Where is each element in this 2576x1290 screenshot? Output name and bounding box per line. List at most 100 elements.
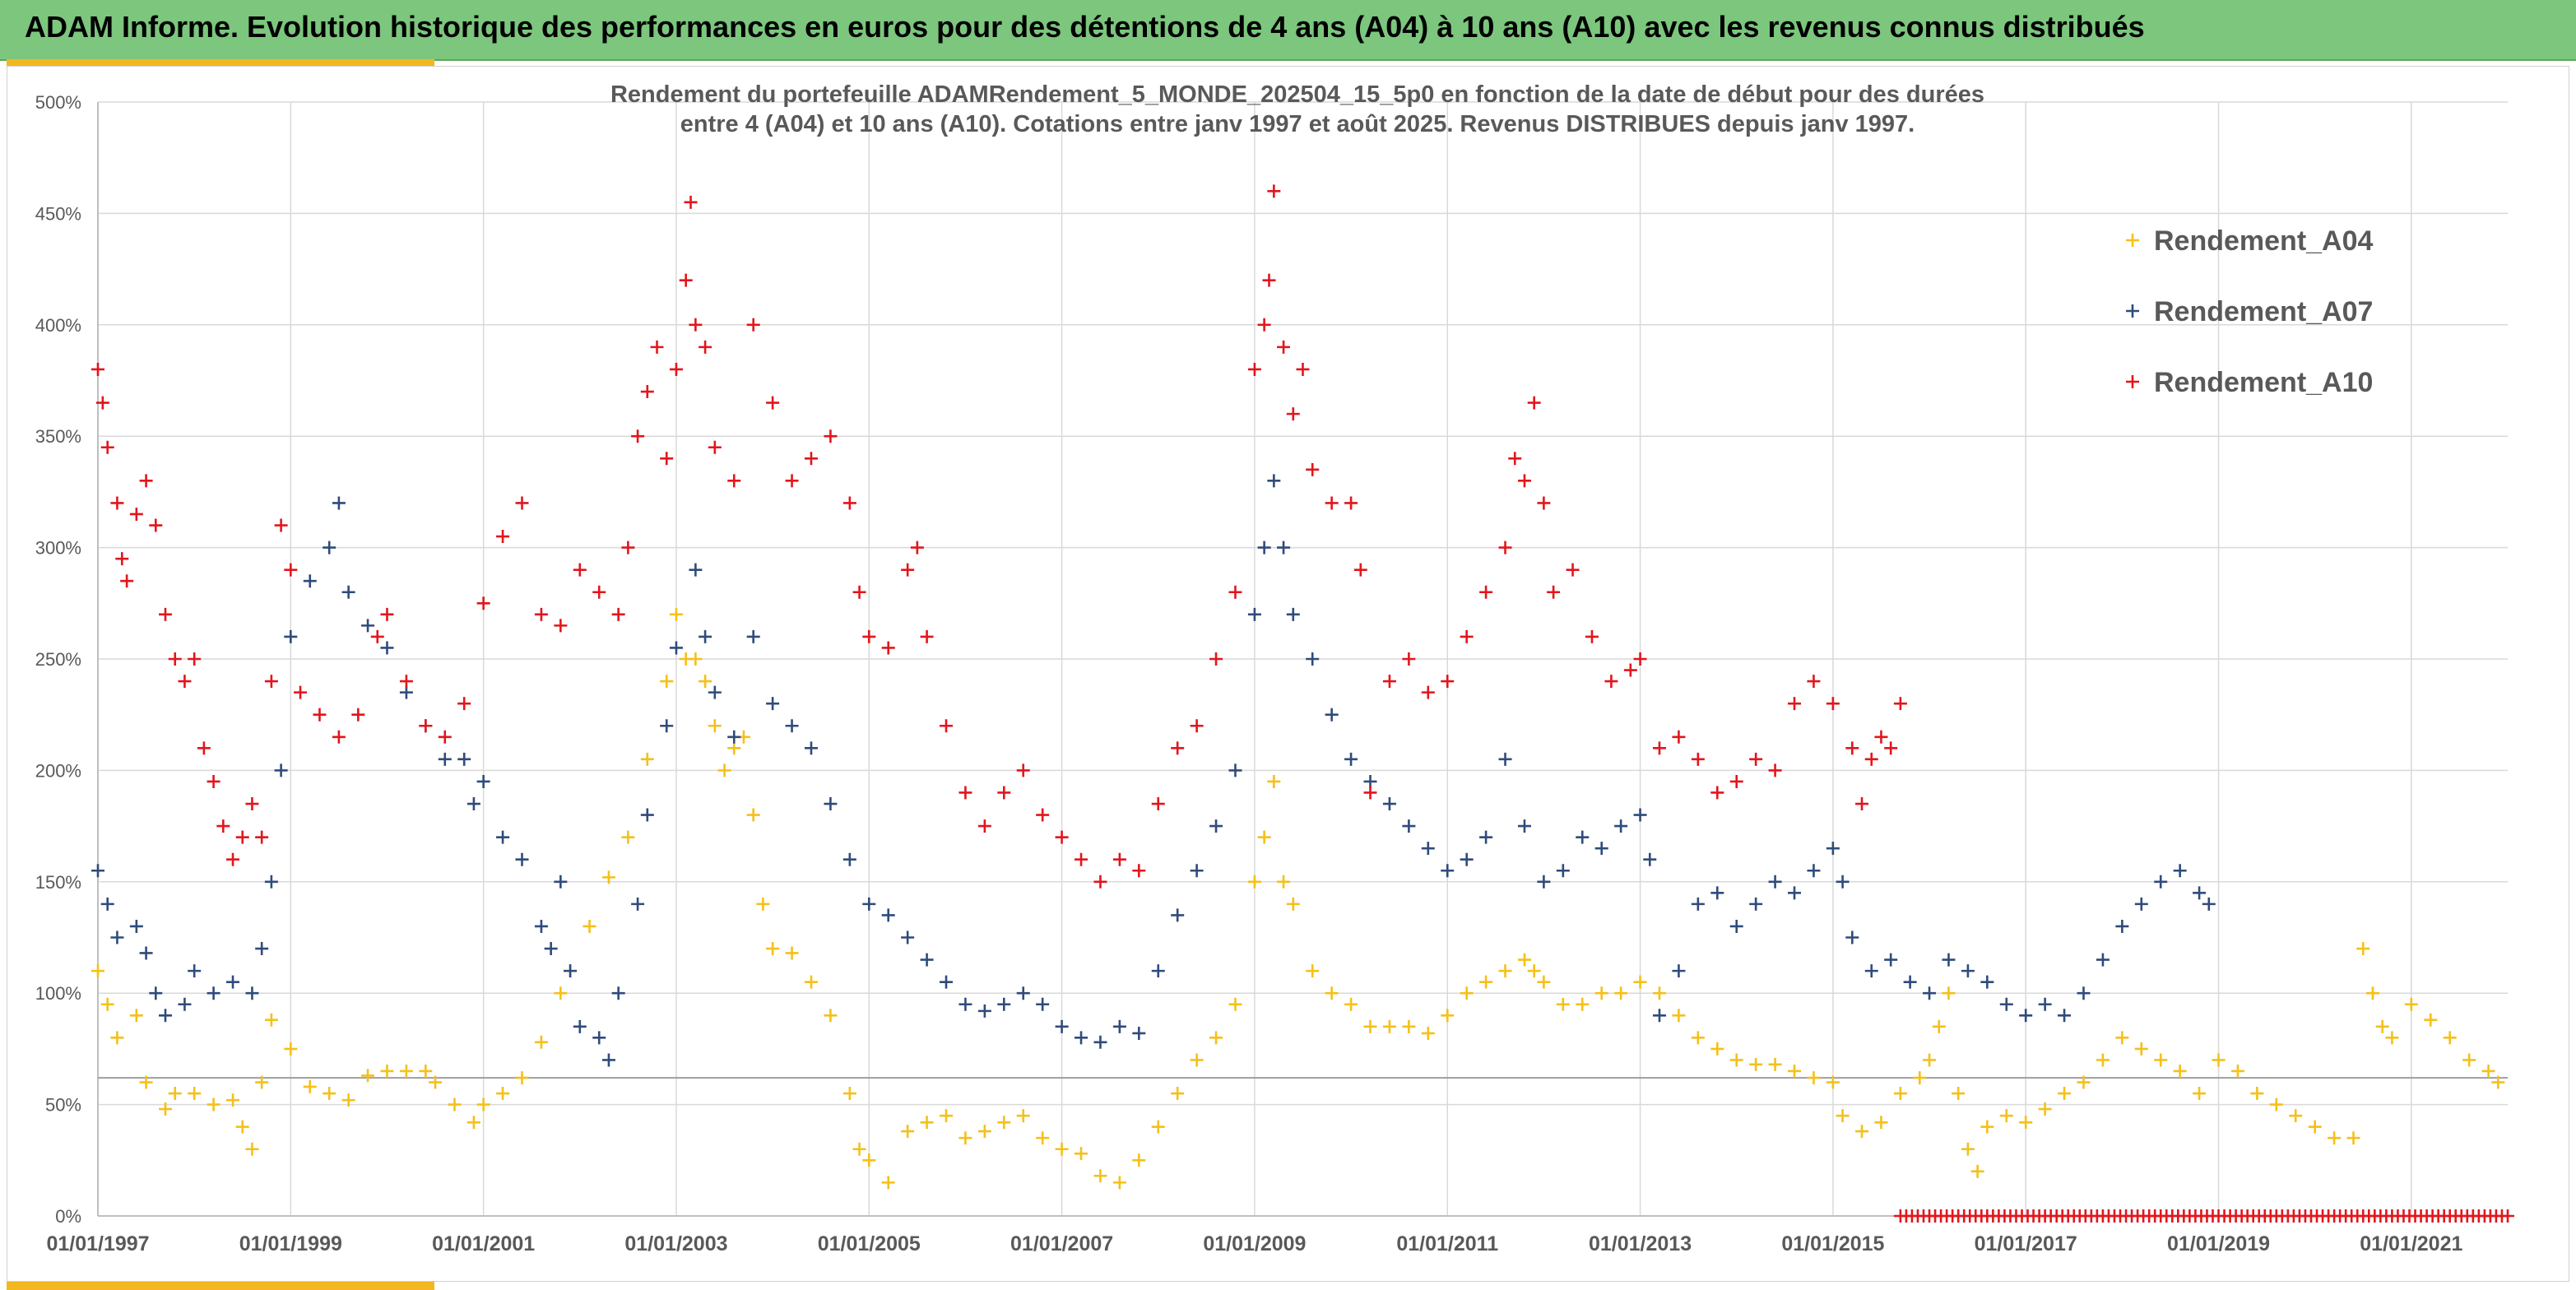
data-point: [756, 897, 770, 911]
data-point: [1643, 852, 1657, 866]
data-point: [2212, 1053, 2226, 1067]
data-point: [1190, 719, 1204, 733]
data-point: [1171, 908, 1185, 922]
data-point: [1382, 675, 1396, 689]
data-point: [399, 1064, 413, 1078]
data-point: [139, 946, 153, 960]
y-axis-ticks: 0% 50% 100% 150% 200% 250% 300% 350% 400% 450% 500…: [35, 92, 81, 1227]
data-point: [1874, 730, 1888, 744]
data-point: [1171, 1087, 1185, 1101]
data-point: [1479, 830, 1493, 844]
data-point: [1306, 964, 1320, 978]
data-point: [804, 975, 818, 989]
data-point: [457, 752, 471, 766]
data-point: [1604, 675, 1618, 689]
data-point: [1277, 541, 1291, 555]
data-point: [139, 474, 153, 488]
data-point: [1112, 852, 1126, 866]
data-point: [1527, 964, 1541, 978]
data-point: [245, 797, 259, 811]
data-point: [2019, 1009, 2033, 1023]
data-point: [958, 997, 972, 1011]
data-point: [1807, 1071, 1821, 1085]
data-point: [958, 786, 972, 800]
data-point: [1508, 452, 1522, 466]
x-tick-label: 01/01/2017: [1975, 1232, 2077, 1255]
data-point: [476, 596, 490, 610]
data-point: [1402, 819, 1416, 833]
data-point: [1893, 1087, 1907, 1101]
data-point: [1074, 852, 1088, 866]
accent-bar-bottom: [7, 1282, 434, 1290]
data-point: [1788, 1064, 1802, 1078]
data-point: [2115, 1031, 2129, 1045]
data-point: [303, 1079, 317, 1093]
data-point: [341, 1093, 355, 1107]
data-point: [669, 607, 683, 621]
data-point: [997, 997, 1011, 1011]
data-point: [1999, 997, 2013, 1011]
data-point: [2154, 1053, 2168, 1067]
data-point: [684, 195, 698, 209]
data-point: [1923, 1053, 1937, 1067]
data-point: [1151, 797, 1165, 811]
data-point: [2481, 1064, 2495, 1078]
data-point: [621, 830, 635, 844]
data-point: [1498, 752, 1512, 766]
data-point: [129, 507, 143, 521]
data-point: [1267, 774, 1281, 788]
data-point: [91, 964, 104, 978]
data-point: [1074, 1147, 1088, 1161]
baseline-points: [1893, 1209, 2514, 1223]
data-point: [2077, 1075, 2091, 1089]
data-point: [2269, 1097, 2283, 1111]
data-point: [2346, 1131, 2360, 1145]
data-point: [1923, 986, 1937, 1000]
data-point: [1479, 975, 1493, 989]
data-point: [419, 1064, 433, 1078]
data-point: [881, 641, 895, 655]
x-axis-ticks: 01/01/1997 01/01/1999 01/01/2001 01/01/2003…: [46, 1232, 2462, 1255]
legend-marker: [2126, 375, 2139, 388]
data-point: [669, 641, 683, 655]
data-point: [1855, 1125, 1869, 1139]
data-point: [611, 986, 625, 1000]
data-point: [1556, 864, 1570, 878]
data-point: [419, 719, 433, 733]
data-point: [621, 541, 635, 555]
y-tick-label: 300%: [35, 538, 81, 559]
x-tick-label: 01/01/2021: [2360, 1232, 2462, 1255]
data-point: [332, 730, 346, 744]
data-point: [2019, 1116, 2033, 1130]
data-point: [100, 897, 114, 911]
data-point: [216, 819, 230, 833]
data-point: [2077, 986, 2091, 1000]
data-point: [1016, 763, 1030, 777]
data-point: [457, 697, 471, 711]
data-point: [920, 953, 934, 967]
y-tick-label: 200%: [35, 760, 81, 781]
data-point: [862, 897, 876, 911]
data-point: [592, 585, 606, 599]
data-point: [399, 685, 413, 699]
data-point: [1460, 852, 1474, 866]
x-tick-label: 01/01/2015: [1781, 1232, 1884, 1255]
data-point: [852, 1142, 866, 1156]
data-point: [2134, 897, 2148, 911]
data-point: [1633, 652, 1647, 666]
x-tick-label: 01/01/1997: [46, 1232, 149, 1255]
data-point: [1537, 975, 1551, 989]
data-point: [149, 518, 163, 532]
data-point: [255, 1075, 269, 1089]
data-point: [611, 607, 625, 621]
data-point: [1055, 1019, 1069, 1033]
data-point: [1190, 864, 1204, 878]
data-point: [1517, 474, 1531, 488]
data-point: [2115, 919, 2129, 933]
data-point: [1594, 842, 1608, 856]
data-point: [2058, 1009, 2072, 1023]
data-point: [1402, 1019, 1416, 1033]
data-point: [1277, 875, 1291, 889]
data-point: [564, 964, 578, 978]
